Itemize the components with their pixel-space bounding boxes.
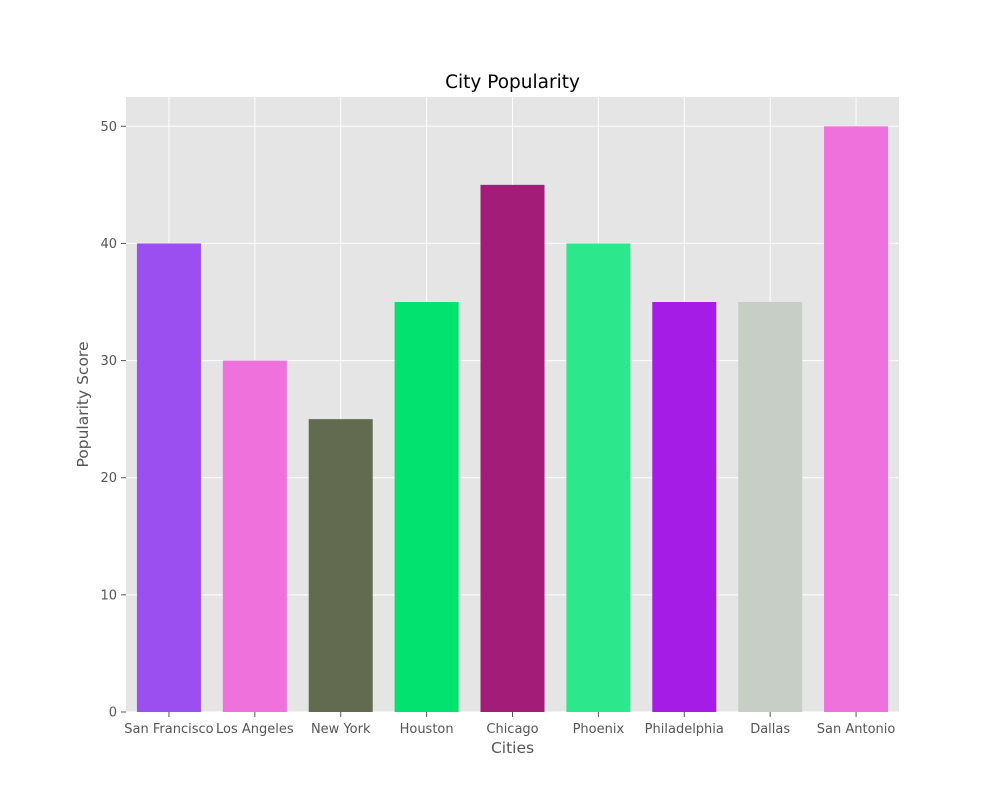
x-tick-label: San Antonio [817, 722, 896, 737]
bar [222, 360, 287, 712]
y-axis-ticks: 0 10 20 30 40 50 [100, 120, 126, 721]
x-tick-label: Chicago [486, 722, 538, 737]
y-tick-label: 50 [100, 120, 117, 135]
bar [308, 419, 373, 712]
bars [136, 126, 889, 713]
bar [394, 302, 459, 712]
x-tick-label: Dallas [750, 722, 790, 737]
x-tick-label: Philadelphia [645, 722, 724, 737]
x-axis-ticks: San Francisco Los Angeles New York Houston C… [124, 712, 895, 737]
chart-title: City Popularity [445, 72, 580, 93]
y-tick-label: 40 [100, 237, 117, 252]
bar [738, 302, 803, 712]
y-axis-label: Popularity Score [74, 341, 92, 467]
bar [566, 243, 631, 712]
x-tick-label: New York [311, 722, 371, 737]
y-tick-label: 10 [100, 588, 117, 603]
y-tick-label: 30 [100, 354, 117, 369]
bar [824, 126, 889, 713]
y-tick-label: 0 [109, 706, 117, 721]
x-tick-label: Los Angeles [216, 722, 294, 737]
bar [652, 302, 717, 712]
x-tick-label: San Francisco [124, 722, 213, 737]
bar [480, 184, 545, 712]
x-tick-label: Phoenix [573, 722, 625, 737]
x-tick-label: Houston [400, 722, 454, 737]
y-tick-label: 20 [100, 471, 117, 486]
bar [136, 243, 201, 712]
x-axis-label: Cities [491, 739, 534, 757]
